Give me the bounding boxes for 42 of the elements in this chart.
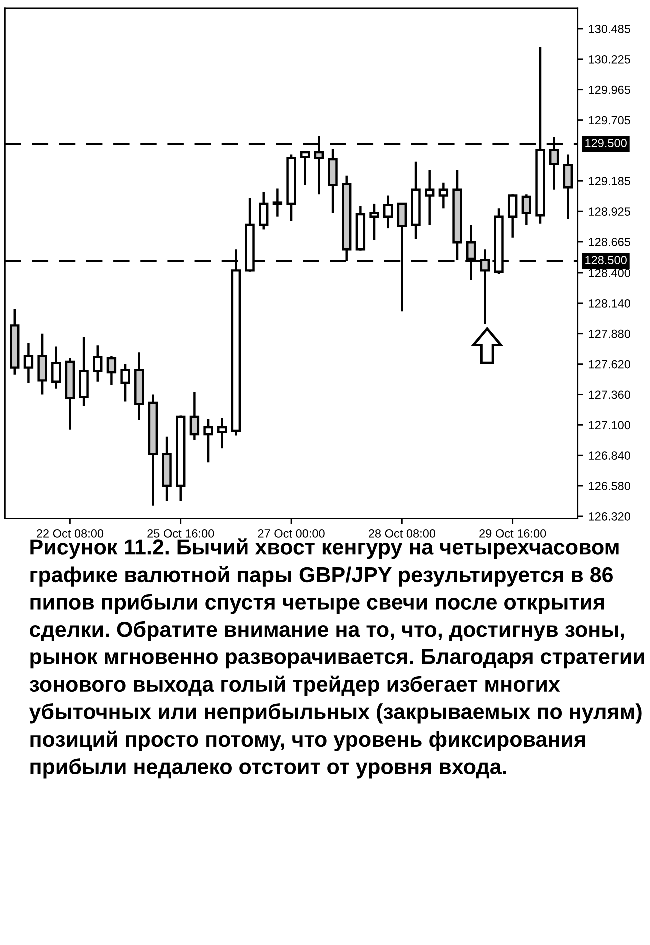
candlestick bbox=[106, 355, 117, 386]
x-tick-label: 28 Oct 08:00 bbox=[368, 530, 436, 538]
y-tick-label: 127.620 bbox=[589, 360, 630, 369]
y-tick-label: 129.185 bbox=[589, 177, 630, 186]
candlestick bbox=[563, 154, 574, 220]
candlestick bbox=[370, 202, 380, 242]
candlestick bbox=[120, 363, 130, 403]
text: Рисунок 11.2. Бычий хвост кенгуру на четырехчасовом графике валютной пары GBP/JPY результируется в 86 пипов прибыли спустя четыре свечи после открытия сделки. Обратите внимание на то, что, достигнув зоны, рынок мгновенно разворачивается. Благодаря стратегии зонового выхода голый трейдер избегает многих убыточных или неприбыльных (закрываемых по нулям) позиций просто потому, что уровень фиксирования прибыли недалеко отстоит от уровня входа. bbox=[29, 538, 644, 779]
ref-line-label: 129.500 bbox=[586, 139, 627, 148]
y-tick-label: 126.580 bbox=[589, 482, 630, 490]
y-tick-label: 128.665 bbox=[589, 238, 630, 246]
candlestick bbox=[24, 342, 34, 384]
y-tick-label: 130.225 bbox=[589, 55, 630, 64]
candlestick bbox=[272, 188, 283, 218]
candlestick bbox=[93, 344, 103, 383]
y-tick-label: 127.360 bbox=[589, 390, 630, 400]
candlestick bbox=[508, 193, 518, 240]
y-tick-label: 127.100 bbox=[589, 421, 630, 430]
y-tick-label: 128.140 bbox=[589, 299, 630, 308]
candlestick bbox=[384, 194, 394, 230]
x-tick-label: 25 Oct 16:00 bbox=[148, 530, 214, 538]
y-tick-label: 126.320 bbox=[589, 512, 630, 521]
candlestick bbox=[259, 191, 269, 231]
candlestick bbox=[52, 346, 62, 390]
candlestick bbox=[300, 150, 310, 186]
candlestick bbox=[204, 418, 214, 464]
candlestick bbox=[190, 391, 200, 442]
y-tick-label: 128.925 bbox=[589, 208, 630, 216]
y-tick-label: 129.705 bbox=[589, 116, 630, 125]
y-tick-label: 129.965 bbox=[589, 86, 630, 94]
x-tick-label: 27 Oct 00:00 bbox=[258, 530, 325, 538]
y-tick-label: 130.485 bbox=[589, 25, 630, 34]
x-tick-label: 29 Oct 16:00 bbox=[480, 530, 546, 538]
y-tick-label: 126.840 bbox=[589, 452, 630, 460]
candlestick bbox=[218, 417, 228, 450]
candlestick bbox=[425, 168, 435, 226]
ref-line-label: 128.500 bbox=[586, 256, 627, 264]
y-tick-label: 128.400 bbox=[589, 269, 630, 278]
candlestick bbox=[438, 182, 449, 210]
y-tick-label: 127.880 bbox=[589, 330, 630, 338]
x-tick-label: 22 Oct 08:00 bbox=[37, 530, 104, 538]
candlestick bbox=[522, 193, 532, 226]
